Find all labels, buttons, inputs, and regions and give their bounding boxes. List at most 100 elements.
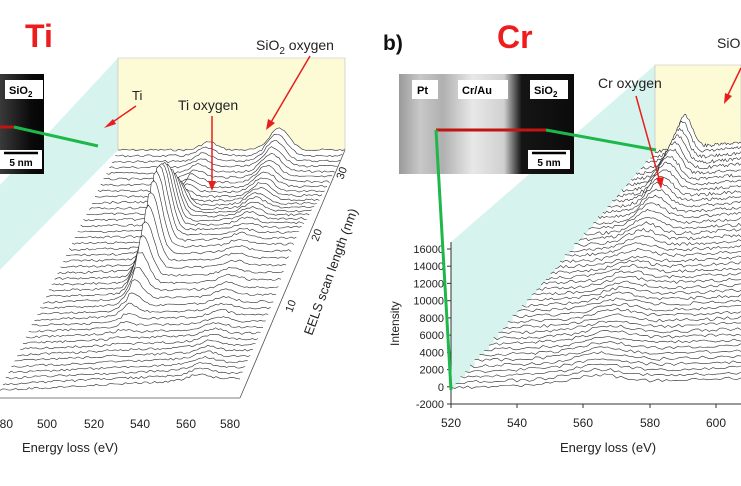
panel-b-title-cut: SiO — [717, 35, 740, 51]
spectrum-line — [536, 275, 741, 291]
spectrum-line — [74, 163, 307, 239]
spectrum-line — [45, 252, 282, 298]
panel-b-x-axis-label: Energy loss (eV) — [560, 440, 656, 455]
spectrum-line — [512, 303, 741, 319]
spectrum-line — [597, 194, 741, 219]
spectrum-line — [115, 133, 343, 158]
panel-b-side-wall — [451, 65, 655, 395]
spectrum-line — [20, 333, 259, 350]
panel-a-depth-axis-line — [239, 149, 346, 399]
inset-scalebar-label: 5 nm — [9, 158, 32, 169]
spectrum-line — [650, 120, 741, 159]
depth-tick-label: 30 — [335, 165, 350, 181]
spectrum-line — [54, 204, 289, 280]
spectrum-line — [11, 350, 251, 368]
spectrum-line — [43, 267, 279, 304]
spectrum-line — [112, 140, 341, 164]
panel-b-element-title: Cr — [497, 19, 533, 55]
spectrum-line — [517, 297, 741, 312]
spectrum-line — [77, 168, 310, 233]
spectrum-mask — [0, 373, 240, 420]
spectrum-line — [8, 356, 248, 374]
y-tick-label: 14000 — [413, 261, 444, 273]
spectrum-line — [100, 164, 330, 187]
spectrum-line — [71, 161, 305, 245]
spectrum-line — [68, 163, 302, 251]
spectrum-line — [60, 180, 294, 269]
panel-b-letter: b) — [383, 32, 403, 55]
x-tick-label: 580 — [220, 417, 240, 431]
spectrum-line — [583, 217, 741, 236]
svg-text:SiO2: SiO2 — [9, 85, 33, 99]
spectrum-line — [89, 187, 320, 210]
spectrum-line — [484, 336, 741, 352]
panel-a-element-title: Ti — [25, 18, 53, 54]
x-tick-label: 500 — [37, 417, 57, 431]
spectrum-line — [640, 134, 741, 170]
spectrum-line — [612, 175, 741, 203]
spectrum-line — [531, 280, 741, 296]
panel-a-stem-inset: SiO2 5 nm — [0, 74, 44, 174]
panel-b-y-axis-label: Intensity — [388, 301, 402, 346]
depth-tick-label: 10 — [284, 298, 299, 314]
inset-label-sub: 2 — [28, 90, 33, 99]
x-tick-label: 560 — [573, 416, 593, 430]
spectrum-line — [588, 209, 741, 230]
spectrum-line — [469, 351, 741, 368]
annotation-ti: Ti — [132, 88, 142, 103]
spectrum-line — [574, 227, 741, 247]
spectrum-line — [526, 286, 741, 302]
spectrum-line — [564, 242, 741, 257]
y-tick-label: -2000 — [416, 399, 444, 411]
spectrum-line — [109, 146, 338, 169]
annotation-ti-oxygen: Ti oxygen — [178, 97, 238, 113]
spectrum-line — [57, 192, 292, 275]
spectrum-line — [522, 291, 741, 308]
spectrum-line — [555, 255, 741, 269]
spectrum-line — [635, 141, 741, 175]
panel-b-stem-inset: Pt Cr/Au SiO2 5 nm — [399, 74, 574, 174]
panel-b: b) Cr SiO 160001400012000100008000600040… — [383, 19, 741, 455]
spectrum-line — [86, 179, 317, 216]
spectrum-line — [34, 302, 271, 322]
spectrum-line — [117, 127, 346, 152]
y-tick-label: 10000 — [413, 296, 444, 308]
spectrum-line — [455, 368, 741, 385]
x-tick-label: 540 — [130, 417, 150, 431]
spectrum-line — [66, 165, 299, 257]
panel-a: 480 500 520 540 560 580 Energy loss (eV)… — [0, 18, 361, 455]
y-tick-label: 12000 — [413, 278, 444, 290]
y-tick-label: 6000 — [420, 330, 444, 342]
spectrum-line — [474, 346, 741, 362]
panel-a-depth-ticks: 10 20 30 — [284, 165, 350, 314]
spectrum-line — [498, 320, 741, 334]
spectrum-line — [92, 182, 323, 204]
spectrum-line — [503, 313, 741, 330]
spectrum-line — [25, 322, 263, 339]
inset-label-sub: 2 — [553, 90, 558, 99]
panel-b-waterfall-spectra — [450, 113, 741, 416]
annotation-cr-oxygen: Cr oxygen — [598, 75, 662, 91]
spectrum-line — [51, 221, 287, 286]
panel-a-x-ticks: 480 500 520 540 560 580 — [0, 417, 240, 431]
spectrum-line — [2, 367, 243, 386]
y-tick-label: 8000 — [420, 313, 444, 325]
x-tick-label: 520 — [84, 417, 104, 431]
panel-a-waterfall-spectra — [0, 127, 346, 420]
spectrum-line — [626, 156, 741, 187]
x-tick-label: 580 — [640, 416, 660, 430]
spectrum-line — [488, 330, 741, 346]
panel-b-x-ticks: 520 540 560 580 600 — [441, 404, 726, 430]
spectrum-line — [479, 341, 741, 357]
spectrum-line — [550, 259, 741, 275]
spectrum-line — [602, 188, 741, 214]
y-tick-label: 2000 — [420, 365, 444, 377]
inset-label-cr-au: Cr/Au — [462, 85, 492, 97]
x-tick-label: 560 — [176, 417, 196, 431]
spectrum-line — [540, 270, 741, 286]
panel-b-scan-line-green — [434, 129, 453, 391]
spectrum-line — [645, 127, 741, 163]
annotation-sio2-oxygen: SiO2 oxygen — [256, 37, 334, 57]
spectrum-line — [493, 324, 741, 341]
inset-label-pt: Pt — [417, 85, 428, 97]
